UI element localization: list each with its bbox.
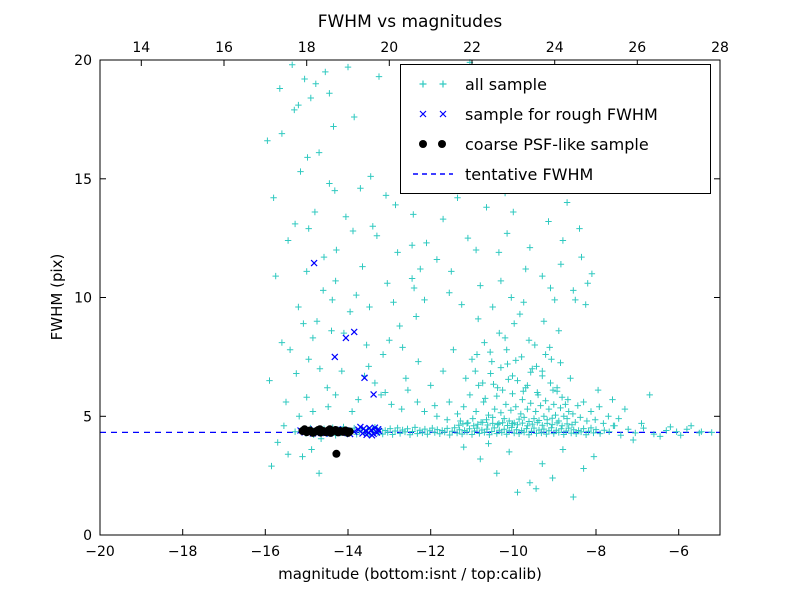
legend-item-psf-sample: coarse PSF-like sample [411, 130, 700, 158]
x-tick-label: −6 [668, 544, 689, 560]
legend-label-psf-sample: coarse PSF-like sample [465, 134, 649, 154]
x-tick-label: −16 [251, 544, 281, 560]
psf-sample-point [345, 427, 354, 436]
top-tick-label: 22 [463, 40, 481, 56]
legend-item-rough-fwhm: sample for rough FWHM [411, 100, 700, 128]
x-tick-label: −20 [85, 544, 115, 560]
x-axis-label: magnitude (bottom:isnt / top:calib) [278, 565, 542, 583]
y-axis-label: FWHM (pix) [48, 253, 66, 341]
top-tick-label: 16 [215, 40, 233, 56]
psf-sample-point [332, 449, 341, 458]
x-tick-label: −18 [168, 544, 198, 560]
y-tick-label: 0 [83, 528, 92, 544]
x-marker-icon [419, 110, 447, 118]
dashed-line-icon [413, 173, 453, 175]
y-tick-label: 15 [74, 172, 92, 188]
psf-sample-point [325, 425, 334, 434]
legend-label-rough-fwhm: sample for rough FWHM [465, 104, 658, 124]
top-tick-label: 14 [132, 40, 150, 56]
top-tick-label: 20 [380, 40, 398, 56]
top-tick-label: 18 [298, 40, 316, 56]
y-tick-label: 5 [83, 409, 92, 425]
psf-sample-point [300, 425, 309, 434]
legend-item-tentative-fwhm: tentative FWHM [411, 160, 700, 188]
legend: all sample sample for rough FWHM coarse … [400, 64, 711, 194]
x-tick-label: −14 [333, 544, 363, 560]
chart-title: FWHM vs magnitudes [317, 12, 503, 32]
y-tick-label: 10 [74, 291, 92, 307]
x-tick-label: −8 [586, 544, 607, 560]
top-tick-label: 26 [628, 40, 646, 56]
dot-marker-icon [419, 140, 446, 148]
top-tick-label: 28 [711, 40, 729, 56]
x-tick-label: −10 [499, 544, 529, 560]
psf-sample-point [315, 425, 324, 434]
all-sample-points [264, 59, 715, 501]
legend-label-all-sample: all sample [465, 74, 547, 94]
legend-label-tentative-fwhm: tentative FWHM [465, 164, 594, 184]
y-tick-label: 20 [74, 53, 92, 69]
x-tick-label: −12 [416, 544, 446, 560]
legend-item-all-sample: all sample [411, 70, 700, 98]
top-tick-label: 24 [546, 40, 564, 56]
plus-marker-icon [419, 80, 447, 88]
